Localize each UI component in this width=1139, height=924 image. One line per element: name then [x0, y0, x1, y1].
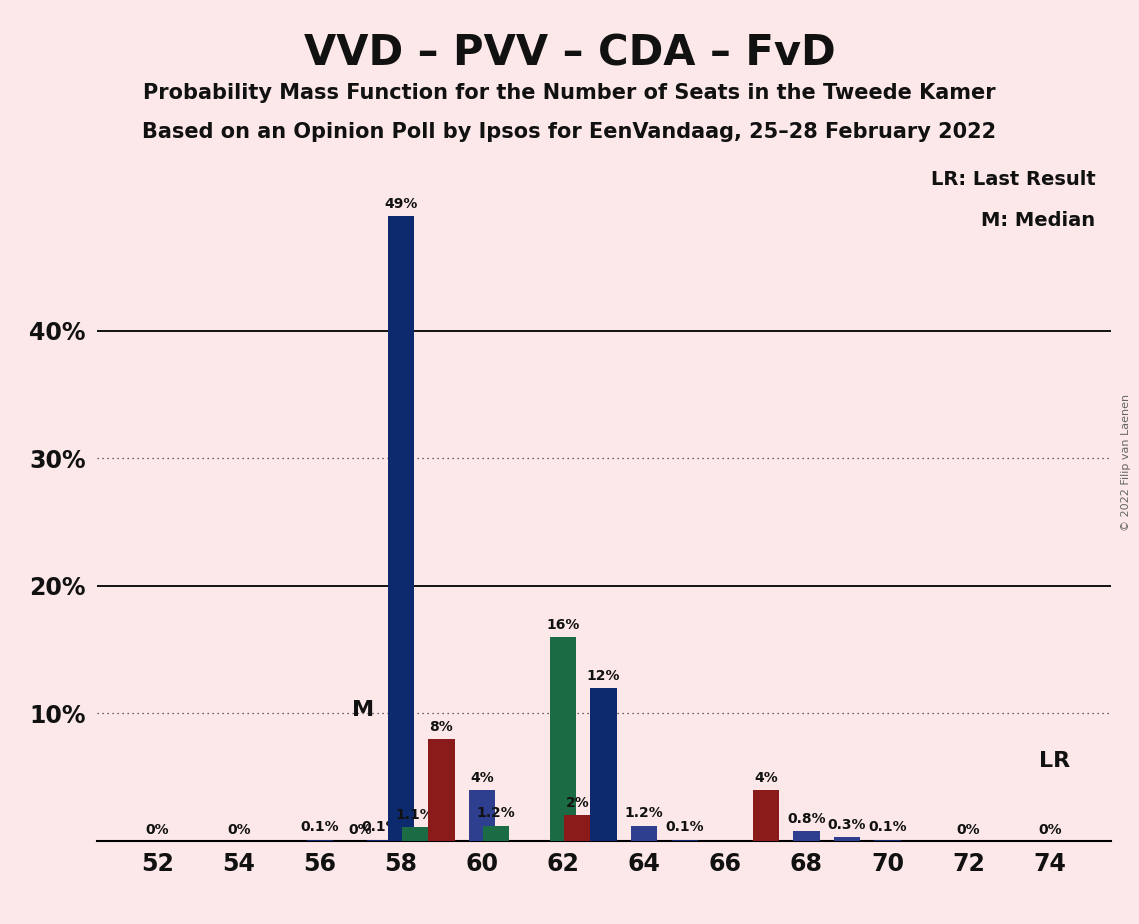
Text: M: Median: M: Median [981, 211, 1096, 230]
Text: 0%: 0% [349, 823, 372, 837]
Text: 16%: 16% [547, 618, 580, 632]
Text: © 2022 Filip van Laenen: © 2022 Filip van Laenen [1121, 394, 1131, 530]
Bar [469, 790, 495, 841]
Text: 1.1%: 1.1% [395, 808, 434, 821]
Bar [402, 827, 428, 841]
Text: 0.1%: 0.1% [361, 821, 400, 834]
Text: LR: Last Result: LR: Last Result [931, 170, 1096, 188]
Text: 0.3%: 0.3% [828, 818, 867, 832]
Text: 4%: 4% [470, 771, 494, 784]
Bar [672, 840, 698, 841]
Text: 0%: 0% [1038, 823, 1062, 837]
Text: 0%: 0% [227, 823, 251, 837]
Text: 0%: 0% [957, 823, 981, 837]
Bar [875, 840, 901, 841]
Bar [368, 840, 394, 841]
Bar [793, 831, 820, 841]
Text: 0.8%: 0.8% [787, 811, 826, 825]
Text: 0.1%: 0.1% [301, 821, 339, 834]
Text: Probability Mass Function for the Number of Seats in the Tweede Kamer: Probability Mass Function for the Number… [144, 83, 995, 103]
Bar [834, 837, 860, 841]
Bar [387, 216, 415, 841]
Text: 1.2%: 1.2% [477, 807, 516, 821]
Text: 8%: 8% [429, 720, 453, 734]
Text: 12%: 12% [587, 669, 621, 683]
Bar [631, 825, 657, 841]
Text: M: M [352, 699, 375, 720]
Text: 49%: 49% [384, 197, 418, 211]
Bar [306, 840, 333, 841]
Bar [564, 815, 590, 841]
Text: 0%: 0% [146, 823, 170, 837]
Text: VVD – PVV – CDA – FvD: VVD – PVV – CDA – FvD [304, 32, 835, 74]
Text: LR: LR [1039, 750, 1070, 771]
Bar [483, 825, 509, 841]
Bar [550, 637, 576, 841]
Text: 1.2%: 1.2% [625, 807, 664, 821]
Bar [590, 687, 617, 841]
Text: 4%: 4% [754, 771, 778, 784]
Bar [428, 739, 454, 841]
Text: Based on an Opinion Poll by Ipsos for EenVandaag, 25–28 February 2022: Based on an Opinion Poll by Ipsos for Ee… [142, 122, 997, 142]
Text: 0.1%: 0.1% [868, 821, 907, 834]
Bar [753, 790, 779, 841]
Text: 0.1%: 0.1% [665, 821, 704, 834]
Text: 2%: 2% [565, 796, 589, 810]
